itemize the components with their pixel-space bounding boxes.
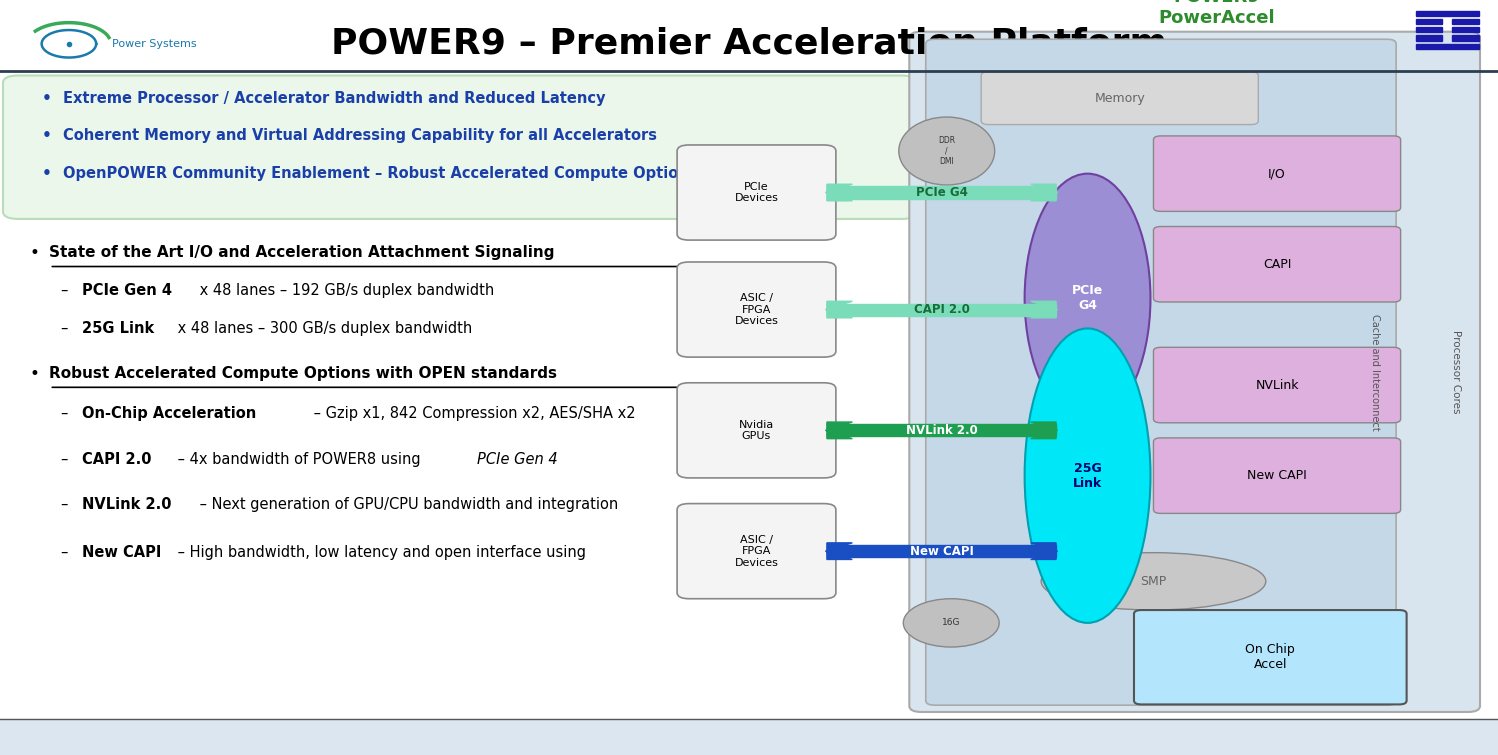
- Text: Nvidia
GPUs: Nvidia GPUs: [739, 420, 774, 441]
- Text: Extreme Processor / Accelerator Bandwidth and Reduced Latency: Extreme Processor / Accelerator Bandwidt…: [63, 91, 605, 106]
- Text: State of the Art I/O and Acceleration Attachment Signaling: State of the Art I/O and Acceleration At…: [49, 245, 554, 260]
- Text: DDR
/
DMI: DDR / DMI: [938, 136, 956, 166]
- Bar: [1416, 19, 1443, 24]
- Text: •: •: [42, 128, 52, 143]
- Text: New CAPI: New CAPI: [1248, 469, 1306, 482]
- Text: Processor Cores: Processor Cores: [1452, 330, 1461, 414]
- Bar: [827, 186, 1056, 199]
- Text: x 48 lanes – 192 GB/s duplex bandwidth: x 48 lanes – 192 GB/s duplex bandwidth: [195, 283, 494, 298]
- FancyBboxPatch shape: [1153, 438, 1401, 513]
- Bar: [0, 719, 1498, 755]
- Text: x 48 lanes – 300 GB/s duplex bandwidth: x 48 lanes – 300 GB/s duplex bandwidth: [172, 321, 472, 336]
- Text: I/O: I/O: [1269, 167, 1285, 180]
- Text: –: –: [60, 497, 67, 512]
- Text: Cache and Interconnect: Cache and Interconnect: [1371, 314, 1380, 430]
- Bar: [827, 424, 1056, 436]
- Text: PCIe
Devices: PCIe Devices: [734, 182, 779, 203]
- FancyArrow shape: [1031, 543, 1058, 559]
- FancyBboxPatch shape: [909, 32, 1480, 712]
- Text: •: •: [30, 244, 40, 262]
- Text: –: –: [60, 321, 67, 336]
- Text: – High bandwidth, low latency and open interface using: – High bandwidth, low latency and open i…: [172, 545, 590, 560]
- Text: PCIe G4: PCIe G4: [915, 186, 968, 199]
- Text: PCIe Gen 4: PCIe Gen 4: [82, 283, 172, 298]
- Text: NVLink 2.0: NVLink 2.0: [906, 424, 977, 437]
- FancyArrow shape: [825, 422, 852, 439]
- FancyBboxPatch shape: [677, 383, 836, 478]
- FancyBboxPatch shape: [677, 504, 836, 599]
- Text: 16G: 16G: [942, 618, 960, 627]
- FancyBboxPatch shape: [1153, 347, 1401, 423]
- Text: – Gzip x1, 842 Compression x2, AES/SHA x2: – Gzip x1, 842 Compression x2, AES/SHA x…: [309, 406, 635, 421]
- Text: NVLink: NVLink: [1255, 378, 1299, 392]
- Text: Memory: Memory: [1095, 91, 1144, 105]
- FancyBboxPatch shape: [677, 145, 836, 240]
- FancyArrow shape: [825, 184, 852, 201]
- Bar: [1416, 35, 1443, 41]
- Text: –: –: [60, 406, 67, 421]
- Text: ASIC /
FPGA
Devices: ASIC / FPGA Devices: [734, 293, 779, 326]
- Text: POWER9 – Premier Acceleration Platform: POWER9 – Premier Acceleration Platform: [331, 26, 1167, 61]
- FancyBboxPatch shape: [3, 76, 917, 219]
- Text: On-Chip Acceleration: On-Chip Acceleration: [82, 406, 256, 421]
- Text: NVLink 2.0: NVLink 2.0: [82, 497, 172, 512]
- Text: New CAPI: New CAPI: [82, 545, 162, 560]
- Text: –: –: [60, 283, 67, 298]
- Text: Power Systems: Power Systems: [112, 39, 196, 49]
- Ellipse shape: [1025, 174, 1150, 423]
- FancyBboxPatch shape: [1153, 226, 1401, 302]
- Text: OpenPOWER Community Enablement – Robust Accelerated Compute Options: OpenPOWER Community Enablement – Robust …: [63, 166, 698, 181]
- Bar: [827, 304, 1056, 316]
- Bar: [1452, 19, 1479, 24]
- Bar: [1452, 27, 1479, 32]
- Ellipse shape: [1041, 553, 1266, 610]
- Text: Coherent Memory and Virtual Addressing Capability for all Accelerators: Coherent Memory and Virtual Addressing C…: [63, 128, 658, 143]
- Text: 25G
Link: 25G Link: [1073, 461, 1103, 490]
- Text: CAPI: CAPI: [1263, 257, 1291, 271]
- FancyBboxPatch shape: [1153, 136, 1401, 211]
- FancyArrow shape: [825, 543, 852, 559]
- Ellipse shape: [1025, 328, 1150, 623]
- Bar: [1416, 27, 1443, 32]
- FancyBboxPatch shape: [926, 39, 1396, 705]
- Bar: [1452, 35, 1479, 41]
- FancyBboxPatch shape: [981, 72, 1258, 125]
- Text: •: •: [30, 365, 40, 383]
- Text: –: –: [60, 451, 67, 467]
- Text: 25G Link: 25G Link: [706, 545, 770, 560]
- Text: CAPI 2.0: CAPI 2.0: [82, 451, 151, 467]
- Ellipse shape: [903, 599, 999, 647]
- FancyArrow shape: [1031, 184, 1058, 201]
- Text: •: •: [42, 166, 52, 181]
- Text: SMP: SMP: [1140, 575, 1167, 588]
- Bar: [1416, 44, 1479, 49]
- Text: CAPI 2.0: CAPI 2.0: [914, 303, 969, 316]
- Bar: [1416, 11, 1479, 16]
- FancyArrow shape: [1031, 301, 1058, 318]
- FancyArrow shape: [1031, 422, 1058, 439]
- Text: – 4x bandwidth of POWER8 using: – 4x bandwidth of POWER8 using: [172, 451, 425, 467]
- Text: –: –: [60, 545, 67, 560]
- FancyBboxPatch shape: [1134, 610, 1407, 704]
- Text: PCIe Gen 4: PCIe Gen 4: [478, 451, 557, 467]
- Text: – Next generation of GPU/CPU bandwidth and integration: – Next generation of GPU/CPU bandwidth a…: [195, 497, 619, 512]
- Text: •: •: [42, 91, 52, 106]
- FancyArrow shape: [825, 301, 852, 318]
- FancyBboxPatch shape: [677, 262, 836, 357]
- Text: ASIC /
FPGA
Devices: ASIC / FPGA Devices: [734, 535, 779, 568]
- Text: PCIe
G4: PCIe G4: [1073, 284, 1103, 313]
- Text: POWER9
PowerAccel: POWER9 PowerAccel: [1159, 0, 1275, 27]
- Text: 25G Link: 25G Link: [82, 321, 154, 336]
- Text: Robust Accelerated Compute Options with OPEN standards: Robust Accelerated Compute Options with …: [49, 366, 557, 381]
- Text: On Chip
Accel: On Chip Accel: [1245, 643, 1296, 671]
- Bar: [827, 545, 1056, 557]
- Text: New CAPI: New CAPI: [909, 544, 974, 558]
- Ellipse shape: [899, 117, 995, 185]
